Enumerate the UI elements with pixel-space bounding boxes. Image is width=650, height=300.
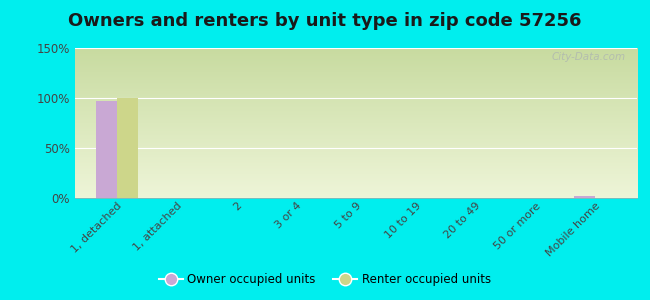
Text: City-Data.com: City-Data.com: [552, 52, 626, 62]
Bar: [116, 98, 138, 198]
Bar: [96, 101, 116, 198]
Bar: [574, 196, 595, 198]
Text: Owners and renters by unit type in zip code 57256: Owners and renters by unit type in zip c…: [68, 12, 582, 30]
Legend: Owner occupied units, Renter occupied units: Owner occupied units, Renter occupied un…: [154, 269, 496, 291]
